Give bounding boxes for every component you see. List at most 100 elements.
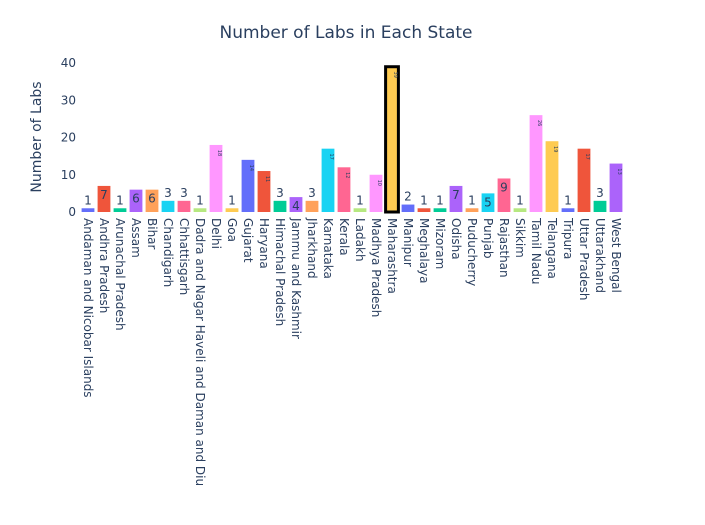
x-tick-label: Assam [129,218,143,258]
x-tick-label: Dadra and Nagar Haveli and Daman and Diu [193,218,207,486]
bar [289,197,303,212]
bar [337,167,351,212]
x-tick-label: Sikkim [513,218,527,258]
bar-data-label: 17 [584,153,590,159]
y-tick-label: 30 [61,93,76,107]
bar [257,171,271,212]
bar [225,208,239,212]
bar [497,178,511,212]
y-tick-label: 20 [61,131,76,145]
bar [449,185,463,212]
bar-data-label: 6 [148,192,156,206]
bar-data-label: 1 [516,193,524,207]
x-tick-label: Uttarakhand [593,218,607,293]
x-tick-label: Andaman and Nicobar Islands [81,218,95,398]
bar-data-label: 19 [552,146,558,152]
bar [545,141,559,212]
x-tick-label: Manipur [401,218,415,267]
bar-data-label: 26 [536,120,542,126]
y-axis-title: Number of Labs [29,81,45,192]
x-tick-label: Maharashtra [385,218,399,294]
x-tick-label: Andhra Pradesh [97,218,111,313]
x-tick-label: Madhya Pradesh [369,218,383,317]
bar [481,193,495,212]
chart-title: Number of Labs in Each State [219,23,472,43]
bar [417,208,431,212]
x-tick-label: Jharkhand [305,217,319,279]
x-tick-label: Kerala [337,218,351,256]
bar-data-label: 1 [228,193,236,207]
bar-data-label: 3 [180,186,188,200]
bar-data-label: 17 [328,153,334,159]
bar-data-label: 9 [500,180,508,194]
x-axis: Andaman and Nicobar Islands Andhra Prades… [81,217,623,486]
x-tick-label: Gujarat [241,218,255,263]
bar-data-label: 12 [344,172,350,178]
bar [465,208,479,212]
bar [609,163,623,212]
bar [433,208,447,212]
bars [81,65,623,214]
x-tick-label: Karnataka [321,218,335,279]
bar-data-label: 13 [616,168,622,174]
bar-data-label: 1 [468,193,476,207]
x-tick-label: Haryana [257,218,271,269]
bar [529,115,543,212]
bar [593,200,607,212]
x-tick-label: Bihar [145,218,159,250]
bar-data-label: 11 [264,176,270,182]
bar-data-label: 1 [116,193,124,207]
bar [369,174,383,212]
bar [193,208,207,212]
x-tick-label: West Bengal [609,218,623,293]
bar [145,189,159,212]
x-tick-label: Telangana [545,217,559,279]
y-axis: 0 10 20 30 40 [61,56,76,219]
bar-data-label: 1 [84,193,92,207]
x-tick-label: Jammu and Kashmir [289,217,303,339]
x-tick-label: Mizoram [433,218,447,269]
bar-data-label: 2 [404,190,412,204]
x-tick-label: Meghalaya [417,218,431,283]
bar-data-label: 10 [376,180,382,186]
x-tick-label: Puducherry [465,218,479,286]
x-tick-label: Uttar Pradesh [577,218,591,300]
x-tick-label: Punjab [481,218,495,259]
bar-data-label: 1 [356,193,364,207]
y-tick-label: 0 [68,205,76,219]
bar-data-label: 18 [216,150,222,156]
x-tick-label: Tripura [561,217,575,259]
bar [273,200,287,212]
x-tick-label: Rajasthan [497,218,511,278]
bar-data-label: 7 [452,188,460,202]
bar-data-label: 1 [196,193,204,207]
bar [113,208,127,212]
x-tick-label: Delhi [209,218,223,249]
bar [81,208,95,212]
x-tick-label: Ladakh [353,218,367,262]
bar-data-label: 4 [292,199,300,213]
bar [241,159,255,212]
bar-data-label: 3 [596,186,604,200]
bar [577,148,591,212]
x-tick-label: Tamil Nadu [529,217,543,284]
x-tick-label: Goa [225,218,239,242]
x-tick-label: Arunachal Pradesh [113,218,127,331]
bar-data-label: 3 [276,186,284,200]
bar-highlighted [384,65,400,214]
x-tick-label: Odisha [449,218,463,260]
bar [209,144,223,212]
bar [513,208,527,212]
bar [129,189,143,212]
x-tick-label: Chhattisgarh [177,218,191,295]
bar-data-label: 39 [392,72,398,78]
bar [161,200,175,212]
bar-data-label: 6 [132,192,140,206]
bar-data-label: 5 [484,195,492,209]
bar-data-label: 14 [248,165,254,171]
x-tick-label: Chandigarh [161,218,175,287]
y-tick-label: 40 [61,56,76,70]
bar [321,148,335,212]
